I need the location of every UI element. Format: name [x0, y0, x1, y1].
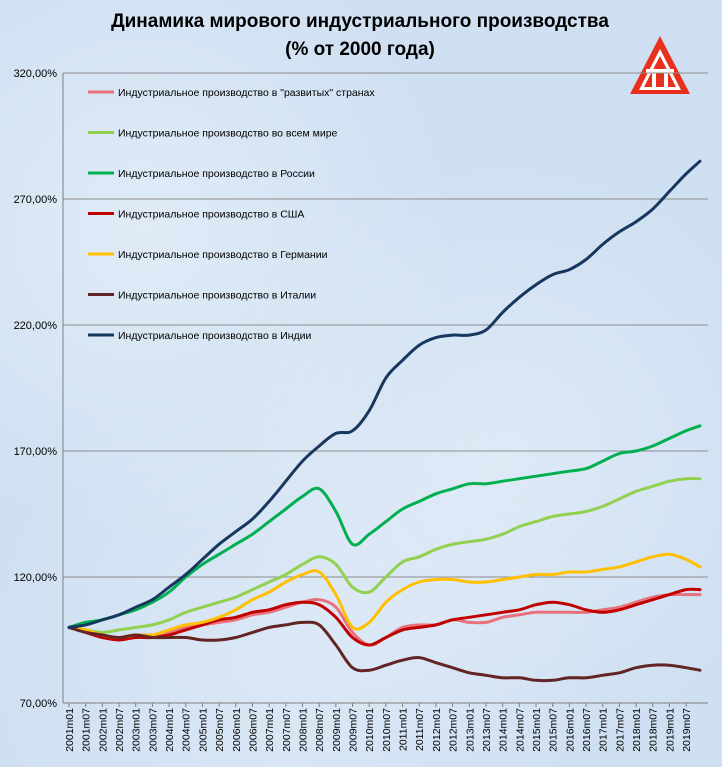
x-tick-label: 2011m01 [398, 708, 410, 751]
legend-label: Индустриальное производство в США [118, 209, 304, 221]
axis-layer: 70,00% 120,00% 170,00% 220,00% 270,00% 320,00… [14, 68, 708, 752]
legend-label: Индустриальное производство в Германии [118, 249, 328, 261]
y-tick-label: 320,00% [14, 68, 58, 80]
x-tick-label: 2006m01 [231, 708, 243, 752]
x-tick-label: 2017m01 [598, 708, 610, 752]
x-tick-label: 2012m01 [431, 708, 443, 752]
y-tick-label: 70,00% [20, 698, 58, 710]
series-line-germany [67, 552, 702, 639]
series-layer [67, 159, 702, 683]
chart-title: Динамика мирового индустриального произв… [111, 11, 609, 32]
x-tick-label: 2009m01 [331, 708, 343, 752]
x-tick-label: 2015m07 [548, 708, 560, 752]
x-tick-label: 2001m01 [64, 708, 76, 752]
legend-label: Индустриальное производство во всем мире [118, 128, 338, 140]
legend-label: Индустриальное производство в России [118, 168, 315, 180]
x-tick-label: 2018m07 [648, 708, 660, 752]
y-tick-label: 120,00% [14, 572, 58, 584]
x-tick-label: 2012m07 [448, 708, 460, 752]
x-tick-label: 2010m01 [364, 708, 376, 752]
y-tick-label: 220,00% [14, 320, 58, 332]
x-tick-label: 2011m07 [414, 708, 426, 751]
x-tick-label: 2001m07 [81, 708, 93, 752]
x-tick-label: 2013m01 [464, 708, 476, 752]
x-tick-label: 2004m07 [181, 708, 193, 752]
x-tick-label: 2013m07 [481, 708, 493, 752]
x-tick-label: 2006m07 [247, 708, 259, 752]
x-tick-label: 2005m01 [197, 708, 209, 752]
x-tick-label: 2019m07 [681, 708, 693, 752]
logo-mark-icon [630, 36, 690, 94]
x-tick-label: 2014m07 [514, 708, 526, 752]
chart-subtitle: (% от 2000 года) [285, 39, 435, 60]
series-line-usa [67, 587, 702, 647]
legend: Индустриальное производство в "развитых"… [88, 87, 375, 342]
x-tick-label: 2002m07 [114, 708, 126, 752]
y-tick-label: 270,00% [14, 194, 58, 206]
x-tick-label: 2008m07 [314, 708, 326, 752]
series-line-italy [67, 620, 702, 683]
x-tick-label: 2017m07 [614, 708, 626, 752]
x-tick-label: 2004m01 [164, 708, 176, 752]
x-tick-label: 2014m01 [498, 708, 510, 752]
x-tick-label: 2016m01 [564, 708, 576, 752]
x-tick-label: 2015m01 [531, 708, 543, 752]
legend-label: Индустриальное производство в "развитых"… [118, 87, 375, 99]
x-tick-label: 2009m07 [348, 708, 360, 752]
y-tick-label: 170,00% [14, 446, 58, 458]
series-line-world [67, 477, 702, 634]
x-tick-label: 2007m07 [281, 708, 293, 752]
x-tick-label: 2016m07 [581, 708, 593, 752]
x-tick-label: 2010m07 [381, 708, 393, 752]
x-tick-label: 2007m01 [264, 708, 276, 752]
legend-label: Индустриальное производство в Италии [118, 290, 316, 302]
legend-label: Индустриальное производство в Индии [118, 330, 312, 342]
x-tick-label: 2018m01 [631, 708, 643, 752]
x-tick-label: 2008m01 [297, 708, 309, 752]
series-line-india [67, 159, 702, 629]
x-tick-label: 2019m01 [664, 708, 676, 752]
x-tick-label: 2005m07 [214, 708, 226, 752]
x-tick-label: 2003m01 [131, 708, 143, 752]
x-tick-label: 2002m01 [97, 708, 109, 752]
series-line-russia [67, 424, 702, 629]
x-tick-label: 2003m07 [147, 708, 159, 752]
